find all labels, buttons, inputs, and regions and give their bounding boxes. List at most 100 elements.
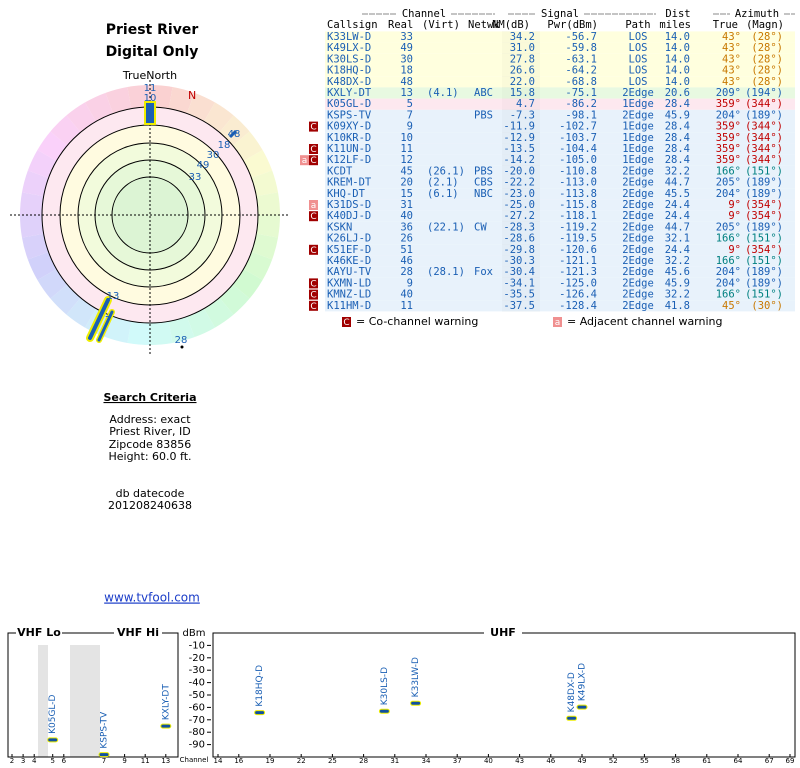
signal-bar <box>254 710 266 716</box>
cell-dist: 24.4 <box>665 199 690 211</box>
cell-path: LOS <box>629 65 648 77</box>
cell-pwr: -125.0 <box>559 277 597 289</box>
x-tick-label: 6 <box>62 757 67 765</box>
x-unit: Channel <box>180 756 209 764</box>
cell-netwk: CW <box>474 221 487 233</box>
criteria-line: Priest River, ID <box>109 425 191 438</box>
cell-real: 12 <box>400 154 413 166</box>
cell-nm: 34.2 <box>510 31 535 43</box>
polar-label: 28 <box>175 335 188 346</box>
x-tick-label: 64 <box>734 757 743 765</box>
cell-path: 2Edge <box>622 266 654 278</box>
title: Priest River <box>106 22 199 38</box>
cell-magn: (151°) <box>745 233 783 245</box>
cell-callsign: K26LJ-D <box>327 233 371 245</box>
cell-dist: 45.5 <box>665 188 690 200</box>
warning-box <box>309 300 318 311</box>
cell-real: 33 <box>400 31 413 43</box>
cell-netwk: NBC <box>474 188 493 200</box>
legend-text: = Adjacent channel warning <box>567 315 723 328</box>
cell-nm: -25.0 <box>503 199 535 211</box>
cell-magn: (189°) <box>745 221 783 233</box>
cell-path: 2Edge <box>622 221 654 233</box>
cell-path: 2Edge <box>622 244 654 256</box>
row-bg <box>325 277 795 289</box>
row-bg <box>325 76 795 88</box>
station-label: K49LX-D <box>578 663 588 701</box>
cell-nm: 27.8 <box>510 53 535 65</box>
cell-nm: 22.0 <box>510 76 535 88</box>
cell-callsign: KSKN <box>327 221 352 233</box>
row-bg <box>325 221 795 233</box>
cell-callsign: KAYU-TV <box>327 266 372 278</box>
cell-real: 13 <box>400 87 413 99</box>
warning-box <box>309 200 318 210</box>
row-bg <box>325 98 795 110</box>
polar-label: 7 <box>105 315 111 326</box>
cell-pwr: -110.8 <box>559 165 597 177</box>
cell-true-az: 43° <box>722 53 741 65</box>
warning-mark: C <box>310 246 316 256</box>
station-bar <box>228 129 238 139</box>
cell-virt: (28.1) <box>427 266 465 278</box>
group-header: Azimuth <box>735 8 779 20</box>
cell-real: 48 <box>400 76 413 88</box>
x-tick-label: 46 <box>546 757 555 765</box>
cell-dist: 14.0 <box>665 31 690 43</box>
cell-magn: (354°) <box>745 244 783 256</box>
cell-nm: 15.8 <box>510 87 535 99</box>
cell-dist: 41.8 <box>665 300 690 312</box>
station-label: KSPS-TV <box>100 711 110 749</box>
y-tick-label: -70 <box>189 715 205 726</box>
station-label: K48DX-D <box>567 672 577 712</box>
cell-netwk: PBS <box>474 109 493 121</box>
row-bg <box>325 154 795 166</box>
x-tick-label: 9 <box>122 757 126 765</box>
warning-box <box>309 278 318 289</box>
polar-label: 9 <box>147 108 153 119</box>
cell-true-az: 43° <box>722 76 741 88</box>
cell-pwr: -105.0 <box>559 154 597 166</box>
cell-nm: -23.0 <box>503 188 535 200</box>
cell-real: 7 <box>407 109 413 121</box>
warning-mark: C <box>310 145 316 155</box>
row-bg <box>325 289 795 301</box>
warning-mark: C <box>310 212 316 222</box>
cell-path: 2Edge <box>622 289 654 301</box>
polar-label: 10 <box>144 93 157 104</box>
site-link[interactable]: www.tvfool.com <box>104 591 200 605</box>
row-bg <box>325 255 795 267</box>
cell-dist: 45.6 <box>665 266 690 278</box>
cell-dist: 14.0 <box>665 65 690 77</box>
cell-callsign: K10KR-D <box>327 132 371 144</box>
cell-magn: (151°) <box>745 165 783 177</box>
station-label: K33LW-D <box>411 657 421 697</box>
warning-box <box>309 211 318 222</box>
column-header: Netwk <box>468 19 500 31</box>
cell-magn: (189°) <box>745 177 783 189</box>
cell-dist: 32.2 <box>665 289 690 301</box>
station-label: K05GL-D <box>48 694 58 733</box>
warning-mark: C <box>310 291 316 301</box>
cell-path: 1Edge <box>622 154 654 166</box>
cell-path: 2Edge <box>622 199 654 211</box>
row-bg <box>325 53 795 65</box>
cell-true-az: 359° <box>716 132 741 144</box>
spectrum-chart: VHF Lo VHF Hi UHF dBm Channel -10 -20-30 -… <box>7 626 796 765</box>
band-label: VHF Hi <box>117 626 159 639</box>
row-bg <box>325 177 795 189</box>
cell-callsign: K12LF-D <box>327 154 371 166</box>
warning-mark: C <box>310 156 316 166</box>
cell-path: LOS <box>629 76 648 88</box>
criteria-heading: Search Criteria <box>103 391 196 404</box>
cell-true-az: 43° <box>722 42 741 54</box>
warning-mark: C <box>310 279 316 289</box>
cell-true-az: 209° <box>716 87 741 99</box>
db-label: db datecode <box>116 487 185 500</box>
cell-nm: -28.6 <box>503 233 535 245</box>
cell-dist: 44.7 <box>665 177 690 189</box>
cell-magn: (344°) <box>745 98 783 110</box>
cell-real: 40 <box>400 289 413 301</box>
y-tick-label: -50 <box>189 690 205 701</box>
